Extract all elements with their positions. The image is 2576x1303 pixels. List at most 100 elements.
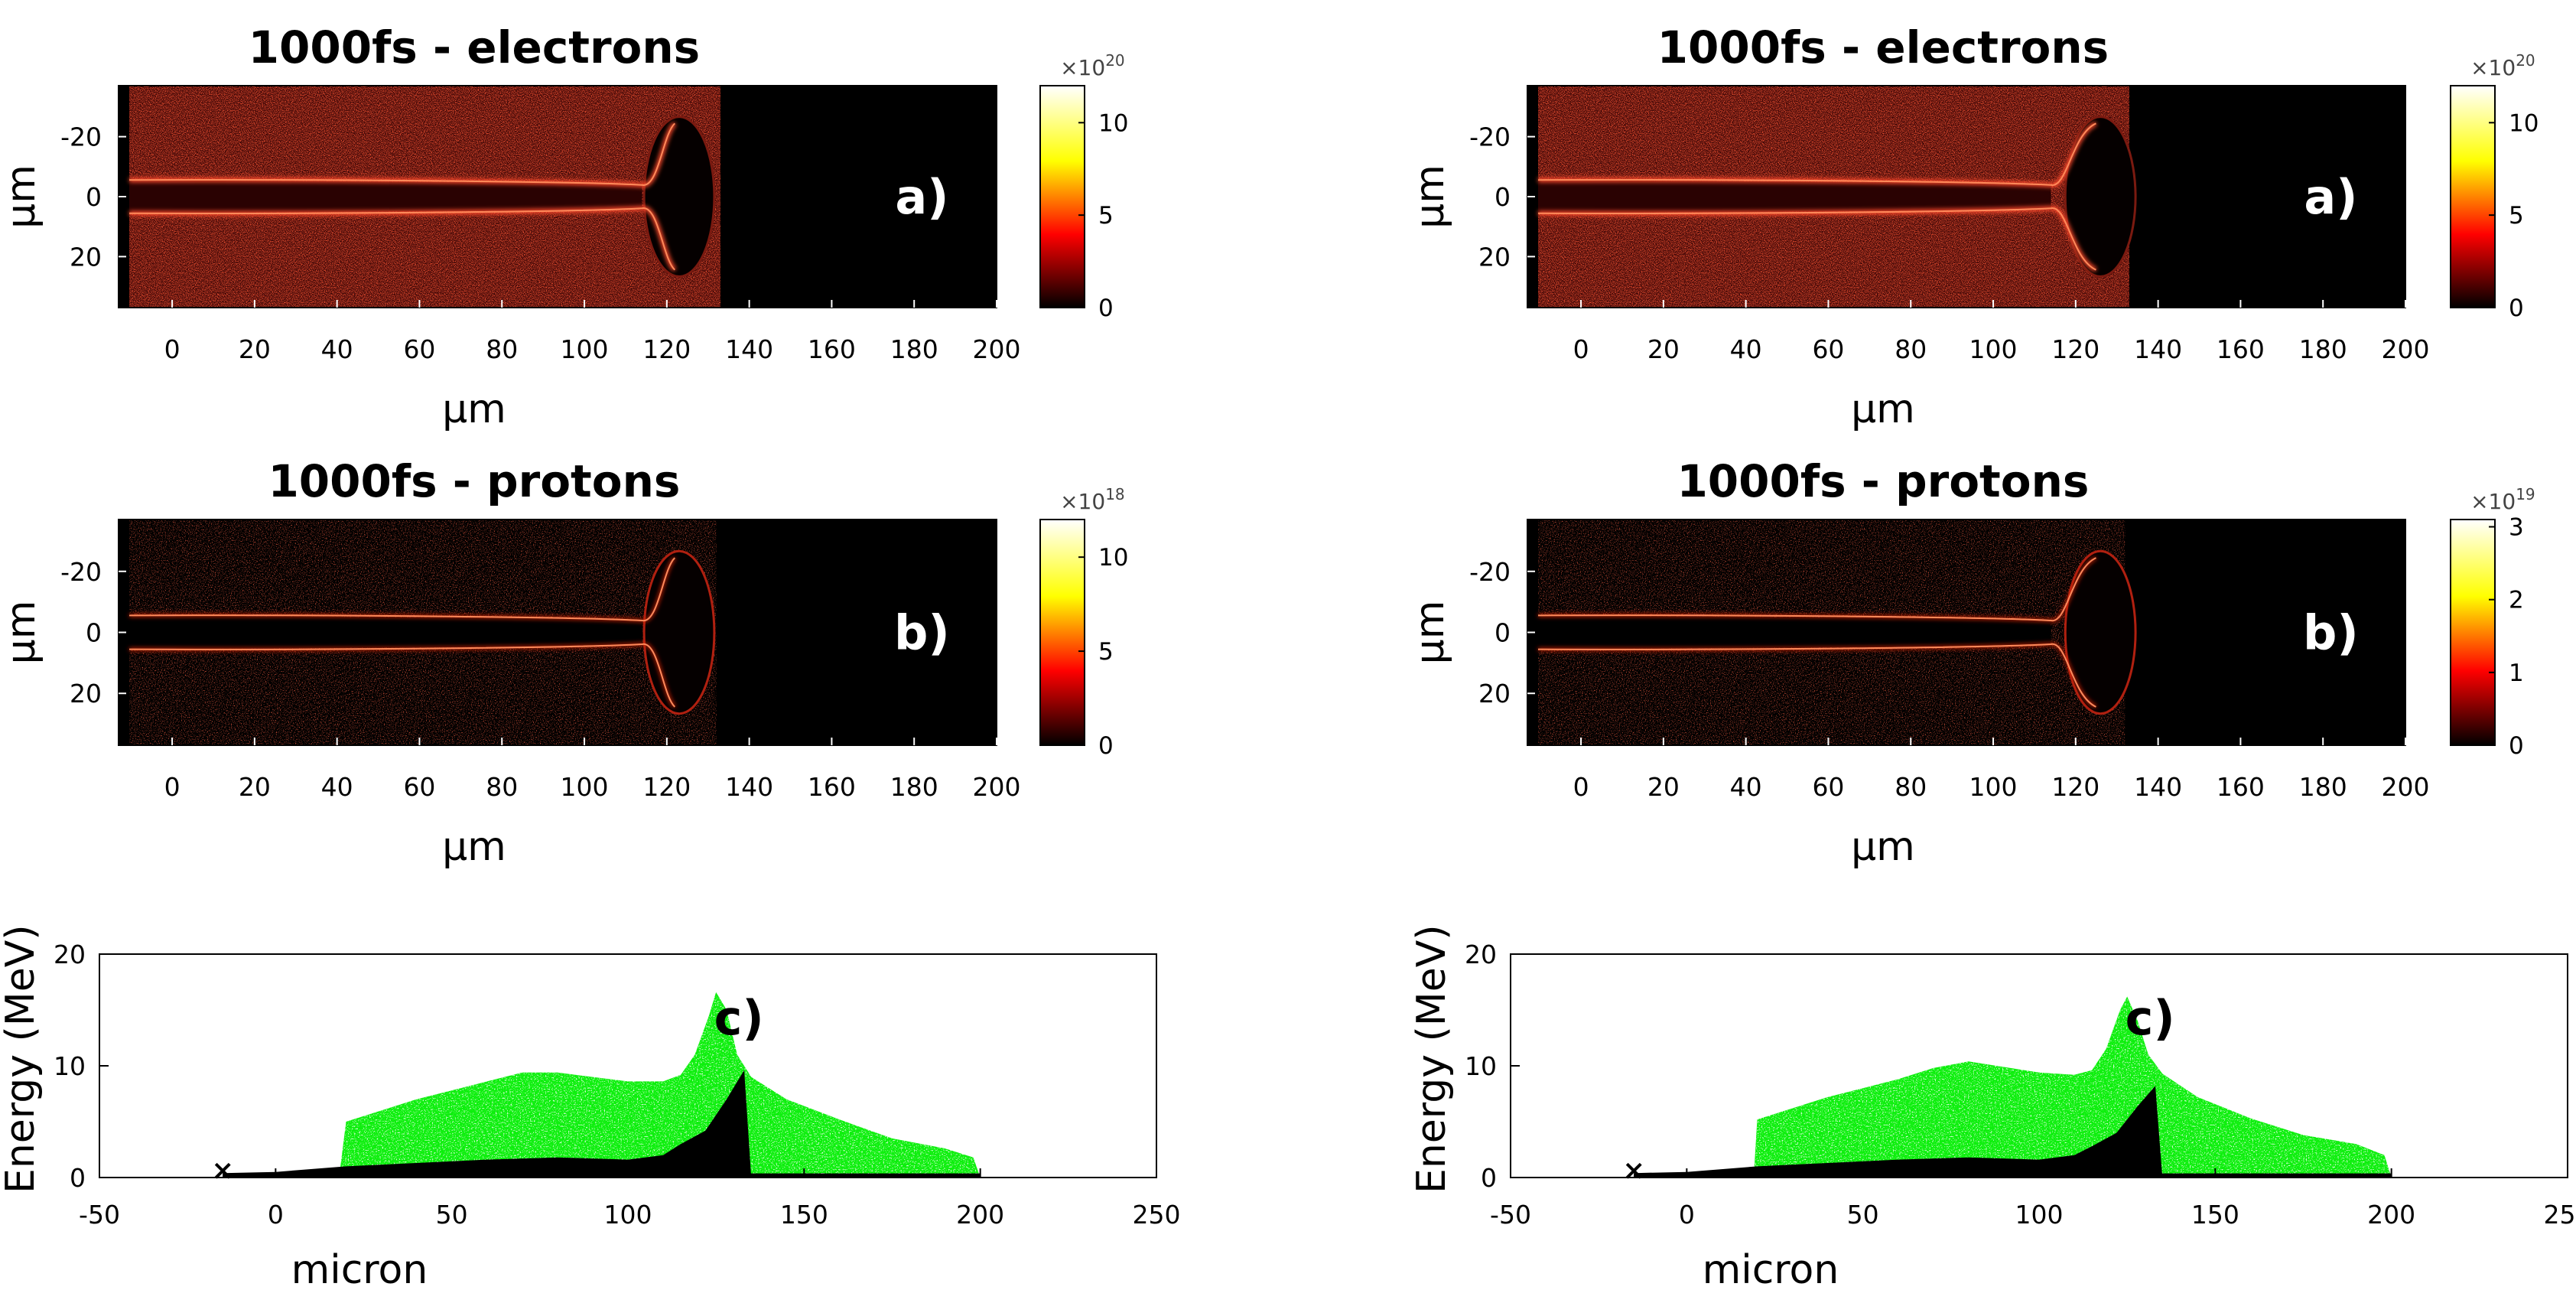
x-tick-label: 0 xyxy=(268,1200,284,1230)
x-tick-label: 20 xyxy=(1647,334,1680,364)
x-tick-label: 160 xyxy=(2217,334,2265,364)
colorbar-tick-label: 2 xyxy=(2509,587,2524,614)
panel-label: c) xyxy=(2126,990,2175,1046)
colorbar-multiplier-base: ×10 xyxy=(1060,55,1105,80)
colorbar-tick-label: 0 xyxy=(1098,732,1114,760)
channel xyxy=(1538,615,2051,650)
x-tick-label: -50 xyxy=(79,1200,120,1230)
x-tick-label: 180 xyxy=(890,772,938,802)
x-tick-label: 200 xyxy=(973,772,1021,802)
x-tick-label: 160 xyxy=(808,772,856,802)
x-tick-label: 80 xyxy=(1895,772,1927,802)
x-axis-label: micron xyxy=(291,1247,428,1293)
x-tick-label: 180 xyxy=(890,334,938,364)
y-tick-label: 20 xyxy=(1478,679,1511,709)
x-tick-label: 200 xyxy=(956,1200,1004,1230)
y-tick-label: 0 xyxy=(1481,1163,1497,1193)
x-axis-label: μm xyxy=(1851,824,1915,870)
x-tick-label: -50 xyxy=(1490,1200,1531,1230)
y-axis-label: μm xyxy=(0,165,44,229)
panel-title: 1000fs - protons xyxy=(1677,455,2089,507)
panel-R-c: c) -50 0 50 100 150 200 250 0 10 20 micron Energy (M… xyxy=(1409,924,2576,1293)
x-axis-label: μm xyxy=(442,824,506,870)
colorbar-multiplier: ×1018 xyxy=(1060,485,1125,514)
x-axis-label: micron xyxy=(1703,1247,1839,1293)
panel-label: b) xyxy=(2303,605,2359,661)
colorbar-multiplier-exponent: 20 xyxy=(2516,51,2535,70)
x-tick-label: 40 xyxy=(321,334,353,364)
x-tick-label: 160 xyxy=(2217,772,2265,802)
panel-label: c) xyxy=(714,990,764,1046)
x-tick-label: 40 xyxy=(1730,772,1762,802)
channel-wall-bottom-core xyxy=(1537,643,2096,708)
colorbar-multiplier-base: ×10 xyxy=(2470,489,2516,514)
x-tick-label: 100 xyxy=(1969,772,2018,802)
x-tick-label: 160 xyxy=(808,334,856,364)
channel xyxy=(129,180,642,213)
x-tick-label: 20 xyxy=(239,772,271,802)
colorbar xyxy=(2450,85,2496,308)
colorbar-multiplier-exponent: 19 xyxy=(2516,485,2535,503)
series-green-speckle xyxy=(339,992,981,1178)
colorbar-multiplier: ×1019 xyxy=(2470,485,2535,514)
x-tick-label: 250 xyxy=(2544,1200,2576,1230)
panel-title: 1000fs - electrons xyxy=(1657,21,2109,73)
y-axis-label: μm xyxy=(1407,601,1453,665)
colorbar-tick-label: 10 xyxy=(1098,544,1128,572)
y-tick-label: 0 xyxy=(70,1163,86,1193)
colorbar-multiplier-exponent: 18 xyxy=(1105,485,1124,503)
channel-wall-bottom-core xyxy=(128,643,676,708)
x-tick-label: 0 xyxy=(164,772,181,802)
y-tick-label: -20 xyxy=(1469,557,1511,587)
x-tick-label: 0 xyxy=(1679,1200,1695,1230)
channel-wall-top-core xyxy=(128,557,676,622)
x-tick-label: 100 xyxy=(561,772,609,802)
y-tick-label: -20 xyxy=(60,122,102,152)
x-tick-label: 40 xyxy=(321,772,353,802)
y-tick-label: 20 xyxy=(70,679,102,709)
bubble xyxy=(642,116,716,278)
colorbar-tick-label: 0 xyxy=(2509,295,2524,322)
x-axis-label: μm xyxy=(442,386,506,432)
x-tick-label: 0 xyxy=(1573,334,1589,364)
channel xyxy=(129,615,642,650)
y-tick-label: -20 xyxy=(1469,122,1511,152)
panel-label: b) xyxy=(894,605,950,661)
panel-label: a) xyxy=(895,169,948,225)
y-axis-label: μm xyxy=(0,601,44,665)
y-tick-label: 10 xyxy=(54,1051,86,1081)
x-axis-label: μm xyxy=(1851,386,1915,432)
x-tick-label: 100 xyxy=(1969,334,2018,364)
x-tick-label: 150 xyxy=(780,1200,828,1230)
x-tick-label: 140 xyxy=(2134,334,2182,364)
series-black-cloud xyxy=(1634,1086,2163,1178)
x-tick-label: 100 xyxy=(561,334,609,364)
x-tick-label: 120 xyxy=(2051,772,2100,802)
colorbar-multiplier-base: ×10 xyxy=(2470,55,2516,80)
y-axis-label: Energy (MeV) xyxy=(1409,924,1455,1194)
bubble xyxy=(2064,549,2137,715)
x-tick-label: 80 xyxy=(1895,334,1927,364)
colorbar xyxy=(1039,85,1085,308)
colorbar-tick-label: 5 xyxy=(1098,638,1114,666)
series-black-start-marker xyxy=(1625,1162,1642,1179)
colorbar xyxy=(1039,519,1085,746)
y-tick-label: 20 xyxy=(1478,242,1511,272)
x-tick-label: 20 xyxy=(1647,772,1680,802)
series-black-cloud xyxy=(223,1070,752,1178)
y-tick-label: 0 xyxy=(86,618,102,648)
x-tick-label: 60 xyxy=(403,772,435,802)
colorbar xyxy=(2450,519,2496,746)
bubble xyxy=(2064,116,2137,278)
x-tick-label: 180 xyxy=(2299,334,2347,364)
panel-title: 1000fs - electrons xyxy=(249,21,701,73)
x-tick-label: 20 xyxy=(239,334,271,364)
channel-wall-top-core xyxy=(1537,122,2096,186)
colorbar-multiplier: ×1020 xyxy=(1060,51,1125,80)
colorbar-tick-label: 0 xyxy=(1098,295,1114,322)
x-tick-label: 120 xyxy=(2051,334,2100,364)
channel-wall-top-core xyxy=(1537,557,2096,622)
